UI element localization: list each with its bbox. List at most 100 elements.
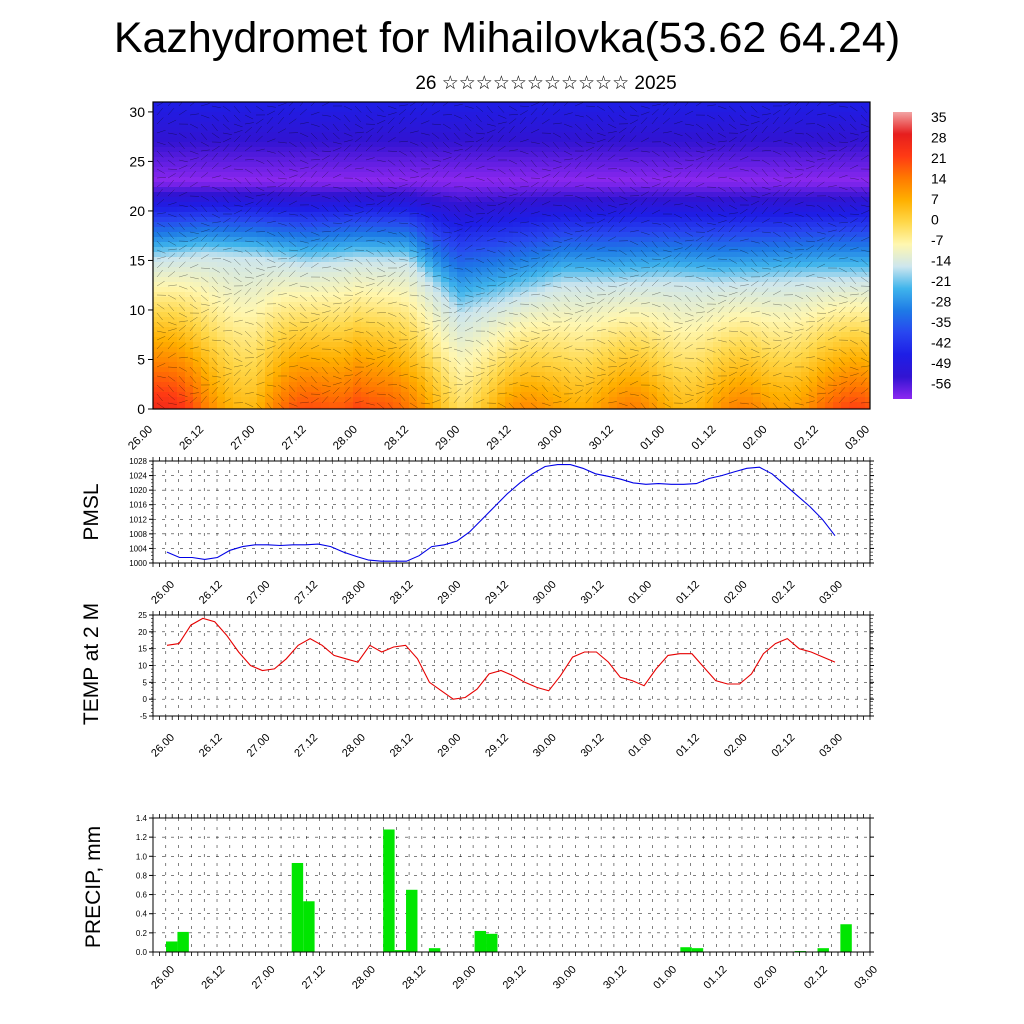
heatmap-cell	[721, 277, 730, 283]
heatmap-cell	[617, 347, 626, 353]
heatmap-cell	[673, 392, 682, 398]
heatmap-cell	[433, 177, 442, 183]
heatmap-cell	[201, 342, 210, 348]
heatmap-cell	[785, 312, 794, 318]
heatmap-cell	[713, 347, 722, 353]
heatmap-cell	[449, 332, 458, 338]
heatmap-cell	[625, 267, 634, 273]
heatmap-cell	[353, 102, 362, 108]
heatmap-cell	[289, 272, 298, 278]
heatmap-cell	[777, 292, 786, 298]
heatmap-cell	[233, 347, 242, 353]
heatmap-cell	[649, 262, 658, 268]
heatmap-cell	[241, 192, 250, 198]
heatmap-cell	[737, 182, 746, 188]
heatmap-cell	[393, 282, 402, 288]
heatmap-cell	[241, 322, 250, 328]
heatmap-cell	[457, 297, 466, 303]
heatmap-cell	[305, 247, 314, 253]
heatmap-cell	[609, 362, 618, 368]
heatmap-cell	[281, 282, 290, 288]
heatmap-cell	[641, 192, 650, 198]
heatmap-cell	[705, 327, 714, 333]
heatmap-cell	[313, 272, 322, 278]
heatmap-cell	[217, 162, 226, 168]
heatmap-cell	[769, 357, 778, 363]
heatmap-cell	[425, 262, 434, 268]
heatmap-cell	[417, 162, 426, 168]
heatmap-cell	[161, 192, 170, 198]
heatmap-cell	[577, 232, 586, 238]
heatmap-cell	[361, 277, 370, 283]
heatmap-cell	[505, 342, 514, 348]
heatmap-cell	[265, 257, 274, 263]
heatmap-cell	[577, 207, 586, 213]
heatmap-cell	[601, 332, 610, 338]
heatmap-cell	[497, 282, 506, 288]
heatmap-cell	[761, 377, 770, 383]
heatmap-cell	[449, 342, 458, 348]
heatmap-cell	[361, 382, 370, 388]
heatmap-cell	[393, 222, 402, 228]
heatmap-cell	[673, 307, 682, 313]
heatmap-cell	[281, 297, 290, 303]
heatmap-cell	[457, 227, 466, 233]
heatmap-cell	[457, 257, 466, 263]
heatmap-cell	[401, 317, 410, 323]
heatmap-cell	[609, 327, 618, 333]
heatmap-cell	[553, 212, 562, 218]
heatmap-cell	[201, 202, 210, 208]
heatmap-cell	[433, 372, 442, 378]
heatmap-cell	[225, 387, 234, 393]
heatmap-cell	[777, 237, 786, 243]
heatmap-cell	[265, 297, 274, 303]
heatmap-cell	[209, 287, 218, 293]
heatmap-cell	[729, 212, 738, 218]
heatmap-cell	[553, 402, 562, 408]
heatmap-cell	[225, 332, 234, 338]
heatmap-cell	[153, 247, 162, 253]
heatmap-cell	[305, 292, 314, 298]
heatmap-cell	[641, 237, 650, 243]
heatmap-cell	[569, 162, 578, 168]
heatmap-cell	[153, 367, 162, 373]
heatmap-cell	[697, 177, 706, 183]
heatmap-cell	[297, 407, 306, 409]
heatmap-cell	[649, 392, 658, 398]
heatmap-cell	[729, 117, 738, 123]
heatmap-cell	[153, 387, 162, 393]
heatmap-cell	[761, 397, 770, 403]
heatmap-cell	[161, 292, 170, 298]
heatmap-cell	[521, 322, 530, 328]
heatmap-cell	[617, 352, 626, 358]
heatmap-cell	[417, 187, 426, 193]
heatmap-cell	[505, 332, 514, 338]
heatmap-cell	[353, 347, 362, 353]
heatmap-cell	[769, 187, 778, 193]
heatmap-cell	[553, 187, 562, 193]
heatmap-cell	[793, 267, 802, 273]
heatmap-cell	[393, 212, 402, 218]
heatmap-cell	[521, 172, 530, 178]
heatmap-cell	[569, 217, 578, 223]
heatmap-cell	[505, 157, 514, 163]
heatmap-cell	[385, 162, 394, 168]
heatmap-cell	[417, 227, 426, 233]
heatmap-cell	[369, 282, 378, 288]
heatmap-cell	[457, 277, 466, 283]
heatmap-cell	[737, 322, 746, 328]
heatmap-cell	[313, 172, 322, 178]
heatmap-cell	[793, 252, 802, 258]
heatmap-cell	[609, 217, 618, 223]
heatmap-cell	[369, 382, 378, 388]
heatmap-cell	[577, 307, 586, 313]
heatmap-cell	[569, 327, 578, 333]
heatmap-cell	[537, 277, 546, 283]
heatmap-cell	[369, 302, 378, 308]
heatmap-cell	[473, 227, 482, 233]
heatmap-cell	[705, 137, 714, 143]
heatmap-cell	[697, 397, 706, 403]
heatmap-cell	[393, 242, 402, 248]
heatmap-cell	[193, 147, 202, 153]
heatmap-cell	[313, 327, 322, 333]
